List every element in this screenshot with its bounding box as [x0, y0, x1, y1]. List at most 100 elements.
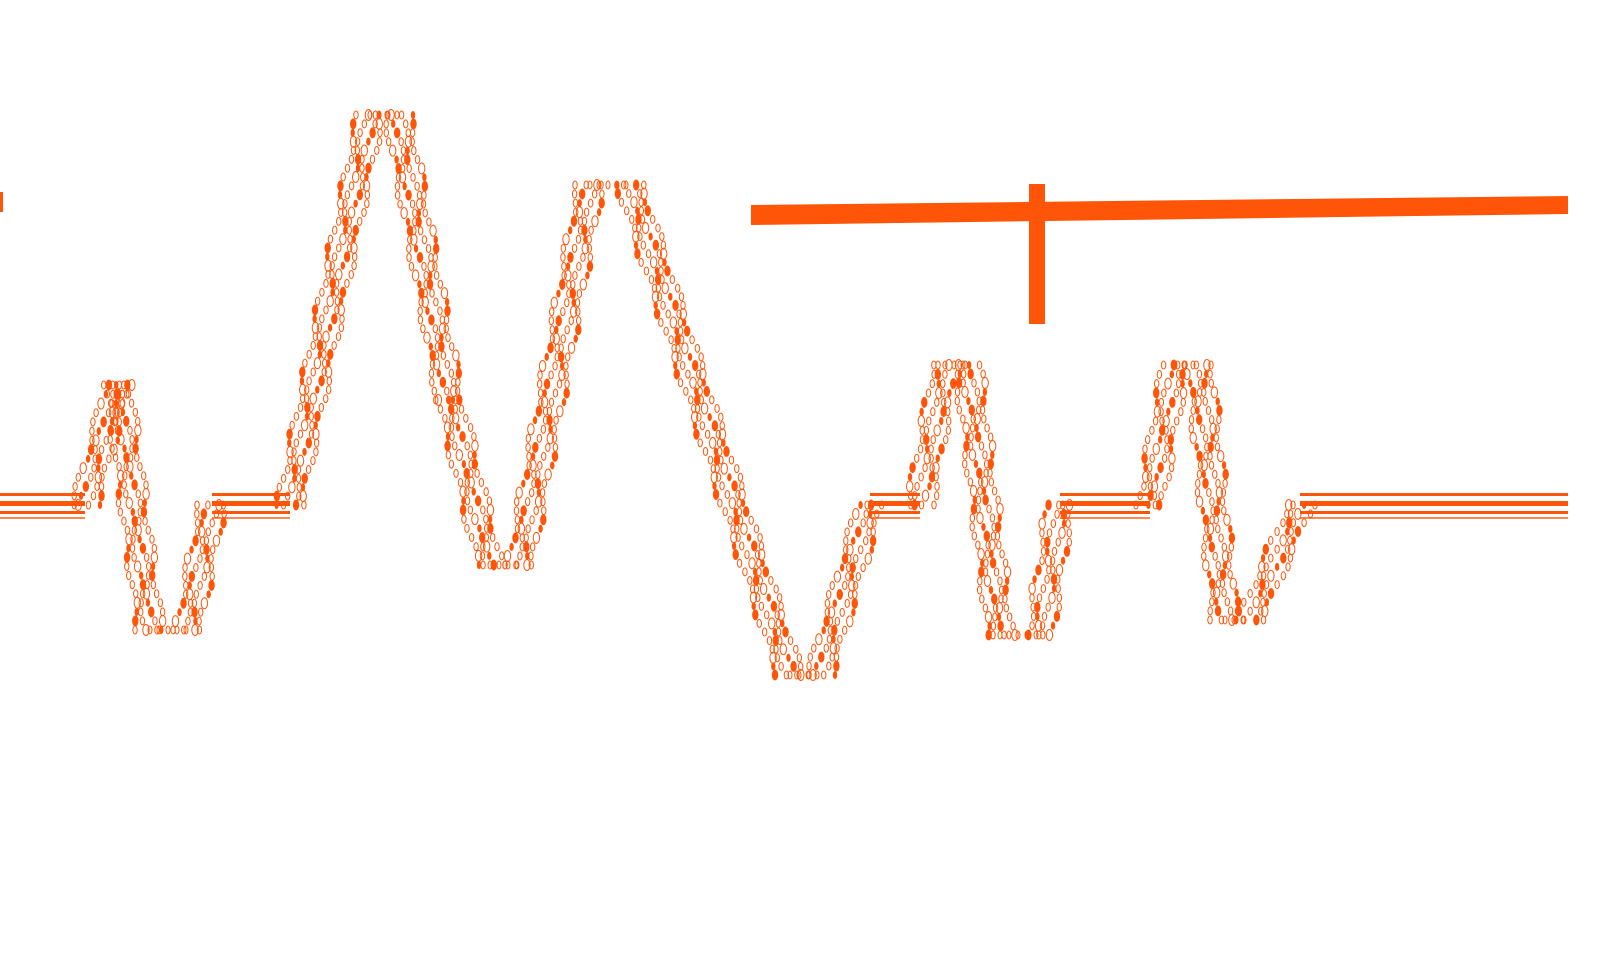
wave-dot	[677, 378, 684, 388]
wave-dot	[970, 414, 976, 424]
wave-dot	[863, 536, 869, 546]
wave-dot	[947, 389, 952, 397]
wave-dot	[967, 477, 974, 487]
wave-dot	[131, 479, 138, 491]
wave-dot	[479, 551, 486, 561]
wave-dot	[90, 491, 97, 501]
wave-dot	[407, 235, 413, 245]
wave-dot	[570, 280, 576, 290]
wave-dot	[957, 370, 963, 378]
wave-dot	[97, 397, 105, 410]
wave-dot	[777, 636, 783, 646]
wave-dot	[586, 243, 593, 253]
wave-dot	[1220, 488, 1227, 497]
wave-dot	[496, 560, 502, 570]
wave-dot	[1039, 621, 1046, 631]
wave-dot	[878, 500, 885, 510]
wave-dot	[116, 417, 122, 427]
wave-dot	[1160, 360, 1167, 370]
wave-dot	[551, 450, 559, 462]
wave-dot	[583, 207, 590, 217]
wave-dot	[772, 635, 779, 647]
wave-dot	[1155, 499, 1163, 511]
wave-dot	[324, 242, 331, 254]
wave-dot	[1049, 556, 1056, 566]
wave-dot	[1213, 515, 1219, 525]
wave-dot	[487, 551, 492, 560]
wave-dot	[711, 420, 719, 432]
wave-dot	[299, 376, 305, 385]
wave-dot	[668, 335, 674, 345]
wave-dot	[637, 189, 643, 199]
wave-dot	[128, 398, 135, 408]
wave-dot	[327, 348, 334, 360]
wave-dot	[752, 574, 760, 586]
wave-dot	[575, 307, 581, 317]
wave-dot	[548, 307, 555, 317]
wave-dot	[323, 394, 329, 404]
wave-dot	[85, 500, 92, 510]
wave-dot	[139, 579, 147, 591]
wave-dot	[92, 434, 100, 447]
wave-dot	[941, 397, 947, 407]
wave-dot	[326, 359, 331, 368]
wave-dot	[935, 454, 940, 463]
wave-dot	[1011, 629, 1019, 641]
wave-dot	[1215, 560, 1221, 570]
wave-dot	[574, 298, 581, 308]
wave-dot	[1291, 536, 1296, 545]
wave-dot	[90, 417, 96, 427]
wave-dot	[987, 468, 993, 478]
wave-dot	[929, 463, 935, 473]
wave-dot	[871, 518, 877, 528]
wave-dot	[851, 597, 858, 609]
wave-dot	[100, 380, 107, 390]
wave-dot	[109, 444, 115, 454]
wave-dot	[636, 223, 642, 233]
wave-dot	[951, 360, 957, 370]
wave-dot	[351, 235, 356, 244]
wave-dot	[923, 434, 930, 446]
wave-dot	[978, 441, 985, 451]
wave-dot	[165, 625, 171, 635]
wave-dot	[1188, 379, 1193, 388]
wave-dot	[188, 570, 196, 582]
wave-dot	[704, 429, 711, 439]
wave-dot	[679, 361, 686, 371]
wave-dot	[860, 518, 866, 528]
wave-dot	[1050, 565, 1056, 575]
wave-dot	[1259, 579, 1266, 591]
wave-dot	[321, 349, 327, 359]
wave-dot	[721, 438, 726, 447]
wave-dot	[403, 119, 409, 129]
wave-dot	[585, 271, 590, 280]
wave-dot	[1204, 524, 1210, 534]
wave-dot	[337, 190, 343, 199]
wave-dot	[1312, 500, 1318, 510]
wave-dot	[426, 278, 434, 290]
wave-dot	[1208, 460, 1215, 470]
wave-dot	[794, 670, 800, 680]
wave-dot	[421, 296, 429, 309]
wave-dot	[1065, 499, 1074, 511]
wave-dot	[1221, 461, 1227, 470]
wave-dot	[852, 581, 859, 591]
wave-dot	[928, 444, 934, 454]
wave-dot	[515, 486, 523, 499]
wave-dot	[1180, 379, 1185, 388]
wave-dot	[129, 580, 135, 590]
wave-dot	[635, 206, 640, 215]
wave-dot	[341, 208, 348, 217]
wave-dot	[752, 567, 758, 576]
wave-dot	[867, 509, 873, 518]
wave-dot	[997, 620, 1004, 632]
wave-dot	[1146, 463, 1153, 473]
wave-dot	[1274, 562, 1280, 571]
wave-dot	[573, 207, 579, 217]
wave-dot	[539, 488, 546, 498]
wave-dot	[632, 179, 640, 191]
wave-dot	[858, 501, 863, 509]
wave-dot	[418, 297, 424, 307]
wave-dot	[557, 351, 565, 363]
wave-dot	[1150, 480, 1159, 493]
